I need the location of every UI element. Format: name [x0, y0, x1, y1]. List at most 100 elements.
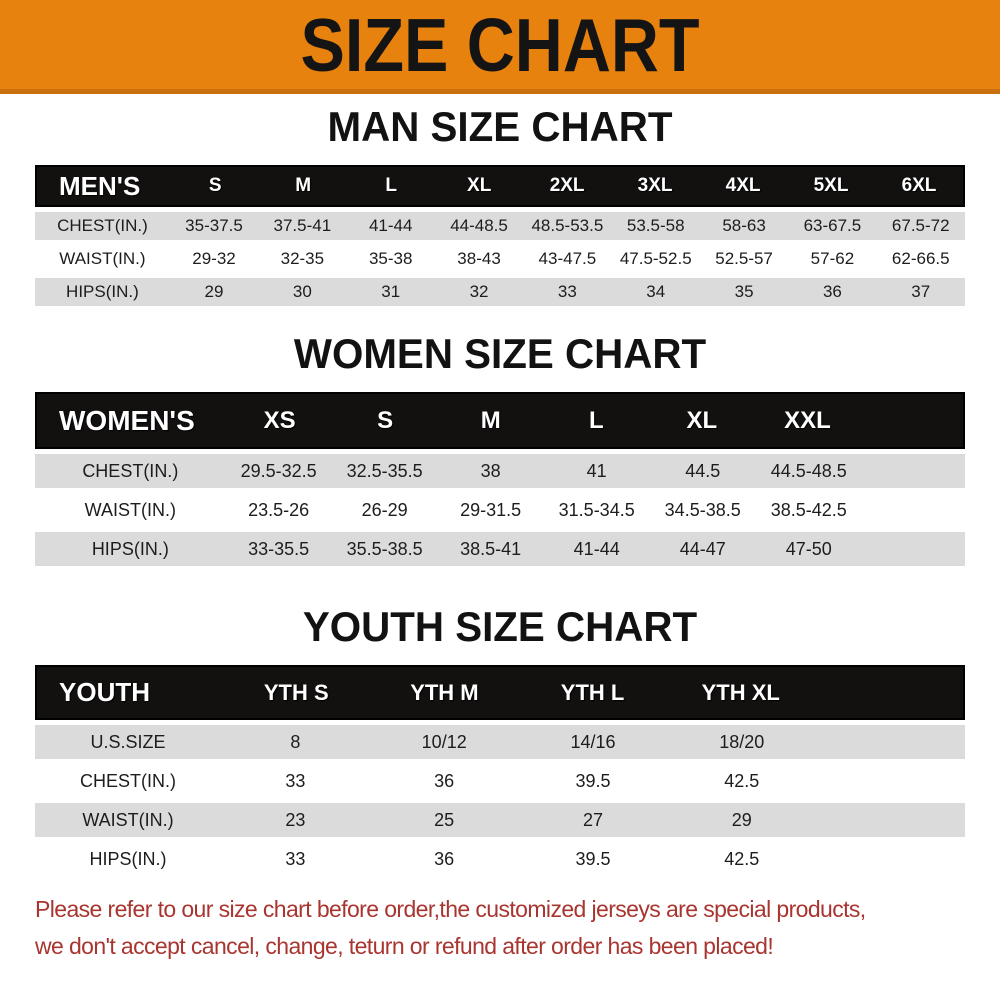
women-table-row-0: CHEST(IN.) 29.5-32.5 32.5-35.5 38 41 44.5 44.5… [35, 454, 965, 488]
youth-size-header-1: YTH M [410, 679, 479, 705]
women-row-label-1: WAIST(IN.) [84, 499, 176, 520]
youth-value-2-3: 29 [731, 809, 752, 830]
section-women: WOMEN SIZE CHART WOMEN'S XS S M L XL XXL CHEST(… [35, 333, 965, 566]
men-value-1-8: 62-66.5 [891, 249, 950, 268]
men-value-1-5: 47.5-52.5 [619, 249, 692, 268]
women-value-2-2: 38.5-41 [460, 538, 522, 559]
men-value-2-1: 30 [292, 282, 312, 301]
men-value-0-4: 48.5-53.5 [531, 216, 604, 235]
men-value-2-4: 33 [557, 282, 577, 301]
section-men: MAN SIZE CHART MEN'S S M L XL 2XL 3XL 4XL 5XL 6XL… [35, 106, 965, 306]
women-value-2-1: 35.5-38.5 [346, 538, 423, 559]
men-value-1-7: 57-62 [810, 249, 855, 268]
men-table-row-0: CHEST(IN.) 35-37.5 37.5-41 41-44 44-48.5 48.5… [35, 212, 965, 240]
youth-row-label-2: WAIST(IN.) [82, 809, 174, 830]
footer-note-line-2: we don't accept cancel, change, teturn o… [35, 933, 774, 959]
youth-value-1-0: 33 [285, 770, 306, 791]
men-value-0-7: 63-67.5 [803, 216, 862, 235]
women-value-0-2: 38 [480, 460, 501, 481]
section-title-women: WOMEN SIZE CHART [293, 330, 707, 377]
men-table-header: MEN'S S M L XL 2XL 3XL 4XL 5XL 6XL [35, 165, 965, 207]
men-value-1-1: 32-35 [280, 249, 325, 268]
women-value-1-1: 26-29 [361, 499, 408, 520]
men-group-label: MEN'S [59, 170, 141, 201]
men-value-1-2: 35-38 [368, 249, 413, 268]
youth-value-0-3: 18/20 [719, 731, 765, 752]
women-table-row-2: HIPS(IN.) 33-35.5 35.5-38.5 38.5-41 41-44 44-… [35, 532, 965, 566]
men-value-2-2: 31 [381, 282, 401, 301]
banner: SIZE CHART [0, 0, 1000, 94]
men-value-0-2: 41-44 [368, 216, 413, 235]
men-size-table: MEN'S S M L XL 2XL 3XL 4XL 5XL 6XL CHEST(IN.) 35-37… [35, 165, 965, 306]
men-table-row-1: WAIST(IN.) 29-32 32-35 35-38 38-43 43-47.5 47.… [35, 245, 965, 273]
footer-note: Please refer to our size chart before or… [35, 891, 1000, 965]
women-table-row-1: WAIST(IN.) 23.5-26 26-29 29-31.5 31.5-34.5 34… [35, 493, 965, 527]
women-value-2-3: 41-44 [573, 538, 620, 559]
youth-value-1-3: 42.5 [724, 770, 760, 791]
women-value-1-3: 31.5-34.5 [558, 499, 635, 520]
women-value-0-5: 44.5-48.5 [770, 460, 847, 481]
youth-size-table: YOUTH YTH S YTH M YTH L YTH XL U.S.SIZE 8 10/12… [35, 665, 965, 876]
men-value-0-6: 58-63 [722, 216, 766, 235]
men-value-0-1: 37.5-41 [273, 216, 332, 235]
men-row-label-0: CHEST(IN.) [57, 216, 148, 235]
men-size-header-6: 4XL [725, 175, 761, 196]
men-value-2-8: 37 [911, 282, 931, 301]
youth-value-0-2: 14/16 [570, 731, 616, 752]
youth-value-0-1: 10/12 [421, 731, 467, 752]
women-size-header-4: XL [686, 406, 718, 434]
youth-row-label-0: U.S.SIZE [90, 731, 166, 752]
men-size-header-0: S [208, 175, 222, 196]
youth-value-2-0: 23 [285, 809, 306, 830]
women-value-2-0: 33-35.5 [248, 538, 310, 559]
section-title-men: MAN SIZE CHART [327, 103, 673, 150]
men-size-header-2: L [385, 175, 397, 196]
men-value-2-7: 36 [822, 282, 842, 301]
women-table-header: WOMEN'S XS S M L XL XXL [35, 392, 965, 449]
women-value-1-0: 23.5-26 [248, 499, 310, 520]
youth-row-label-3: HIPS(IN.) [89, 848, 167, 869]
men-size-header-1: M [295, 175, 312, 196]
youth-group-label: YOUTH [59, 677, 150, 707]
women-value-2-4: 44-47 [679, 538, 726, 559]
youth-value-2-2: 27 [582, 809, 603, 830]
men-size-header-7: 5XL [813, 175, 849, 196]
men-row-label-1: WAIST(IN.) [59, 249, 146, 268]
women-value-1-4: 34.5-38.5 [664, 499, 741, 520]
footer-note-line-1: Please refer to our size chart before or… [35, 896, 866, 922]
youth-size-header-2: YTH L [560, 679, 625, 705]
women-value-0-3: 41 [586, 460, 607, 481]
youth-value-3-2: 39.5 [575, 848, 611, 869]
youth-value-3-1: 36 [434, 848, 455, 869]
men-value-0-3: 44-48.5 [450, 216, 508, 235]
youth-value-3-0: 33 [285, 848, 306, 869]
youth-table-header: YOUTH YTH S YTH M YTH L YTH XL [35, 665, 965, 720]
men-value-1-3: 38-43 [457, 249, 501, 268]
women-row-label-0: CHEST(IN.) [82, 460, 179, 481]
youth-value-2-1: 25 [434, 809, 455, 830]
men-size-header-8: 6XL [901, 175, 937, 196]
youth-table-row-2: WAIST(IN.) 23 25 27 29 [35, 803, 965, 837]
banner-title: SIZE CHART [300, 2, 700, 87]
men-row-label-2: HIPS(IN.) [66, 282, 139, 301]
youth-value-1-2: 39.5 [575, 770, 611, 791]
youth-table-row-1: CHEST(IN.) 33 36 39.5 42.5 [35, 764, 965, 798]
men-value-0-8: 67.5-72 [891, 216, 950, 235]
men-value-2-0: 29 [204, 282, 224, 301]
men-value-1-0: 29-32 [192, 249, 236, 268]
women-size-table: WOMEN'S XS S M L XL XXL CHEST(IN.) 29.5-32.5 32.5… [35, 392, 965, 566]
section-youth: YOUTH SIZE CHART YOUTH YTH S YTH M YTH L YTH… [35, 606, 965, 876]
youth-size-header-0: YTH S [263, 679, 329, 705]
youth-table-row-0: U.S.SIZE 8 10/12 14/16 18/20 [35, 725, 965, 759]
youth-row-label-1: CHEST(IN.) [80, 770, 176, 791]
men-value-2-3: 32 [469, 282, 489, 301]
women-row-label-2: HIPS(IN.) [91, 538, 169, 559]
women-value-0-1: 32.5-35.5 [346, 460, 423, 481]
men-size-header-4: 2XL [549, 175, 585, 196]
women-value-0-4: 44.5 [685, 460, 721, 481]
youth-table-row-3: HIPS(IN.) 33 36 39.5 42.5 [35, 842, 965, 876]
men-value-1-6: 52.5-57 [715, 249, 773, 268]
women-value-2-5: 47-50 [785, 538, 832, 559]
men-table-row-2: HIPS(IN.) 29 30 31 32 33 34 35 36 37 [35, 278, 965, 306]
